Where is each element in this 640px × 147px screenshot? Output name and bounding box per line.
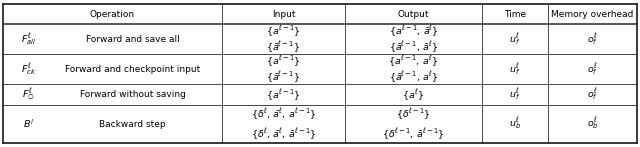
Text: Input: Input	[272, 10, 295, 19]
Text: $u^{\ell}_{f}$: $u^{\ell}_{f}$	[509, 87, 520, 103]
Text: $F^{\ell}_{all}$: $F^{\ell}_{all}$	[20, 31, 36, 48]
Text: $u^{\ell}_{f}$: $u^{\ell}_{f}$	[509, 31, 520, 48]
Text: $\{a^{\ell-1}\}$: $\{a^{\ell-1}\}$	[266, 54, 301, 69]
Text: $\{a^{\ell-1}\}$: $\{a^{\ell-1}\}$	[266, 87, 301, 102]
Text: $\{a^{\ell-1},\, \bar{a}^{\ell}\}$: $\{a^{\ell-1},\, \bar{a}^{\ell}\}$	[388, 24, 438, 39]
Text: Memory overhead: Memory overhead	[551, 10, 634, 19]
Text: $F^{\ell}_{\varnothing}$: $F^{\ell}_{\varnothing}$	[22, 87, 35, 103]
Text: $\{a^{\ell}\}$: $\{a^{\ell}\}$	[403, 87, 424, 102]
Text: $\{\bar{a}^{\ell-1},\, a^{\ell}\}$: $\{\bar{a}^{\ell-1},\, a^{\ell}\}$	[388, 69, 438, 85]
Text: Operation: Operation	[90, 10, 135, 19]
Text: Time: Time	[504, 10, 526, 19]
Text: Backward step: Backward step	[99, 120, 166, 129]
Text: $\{\delta^{\ell-1},\, \bar{a}^{\ell-1}\}$: $\{\delta^{\ell-1},\, \bar{a}^{\ell-1}\}…	[382, 126, 445, 142]
Text: $F^{\ell}_{ck}$: $F^{\ell}_{ck}$	[20, 61, 36, 78]
Text: $o^{\ell}_{f}$: $o^{\ell}_{f}$	[587, 87, 598, 103]
Text: $o^{\ell}_{b}$: $o^{\ell}_{b}$	[587, 116, 598, 132]
Text: Output: Output	[397, 10, 429, 19]
Text: $B^{l}$: $B^{l}$	[23, 118, 34, 131]
Text: $u^{\ell}_{f}$: $u^{\ell}_{f}$	[509, 61, 520, 78]
Text: Forward without saving: Forward without saving	[79, 90, 186, 99]
Text: $\{\delta^{\ell-1}\}$: $\{\delta^{\ell-1}\}$	[396, 106, 431, 122]
Text: $o^{\ell}_{f}$: $o^{\ell}_{f}$	[587, 61, 598, 78]
Text: Forward and checkpoint input: Forward and checkpoint input	[65, 65, 200, 74]
Text: $\{\delta^{\ell},\, \bar{a}^{\ell},\, a^{\ell-1}\}$: $\{\delta^{\ell},\, \bar{a}^{\ell},\, a^…	[251, 106, 316, 122]
Text: $\{\bar{a}^{\ell-1}\}$: $\{\bar{a}^{\ell-1}\}$	[266, 39, 301, 55]
Text: $\{\bar{a}^{\ell-1},\, \bar{a}^{\ell}\}$: $\{\bar{a}^{\ell-1},\, \bar{a}^{\ell}\}$	[388, 39, 438, 55]
Text: $u^{\ell}_{b}$: $u^{\ell}_{b}$	[509, 116, 521, 132]
Text: $\{a^{\ell-1}\}$: $\{a^{\ell-1}\}$	[266, 24, 301, 39]
Text: $\{\delta^{\ell},\, \bar{a}^{\ell},\, \bar{a}^{\ell-1}\}$: $\{\delta^{\ell},\, \bar{a}^{\ell},\, \b…	[251, 126, 316, 142]
Text: $o^{\ell}_{f}$: $o^{\ell}_{f}$	[587, 31, 598, 48]
Text: $\{\bar{a}^{\ell-1}\}$: $\{\bar{a}^{\ell-1}\}$	[266, 69, 301, 85]
Text: Forward and save all: Forward and save all	[86, 35, 179, 44]
Text: $\{a^{\ell-1},\, a^{\ell}\}$: $\{a^{\ell-1},\, a^{\ell}\}$	[388, 54, 438, 69]
